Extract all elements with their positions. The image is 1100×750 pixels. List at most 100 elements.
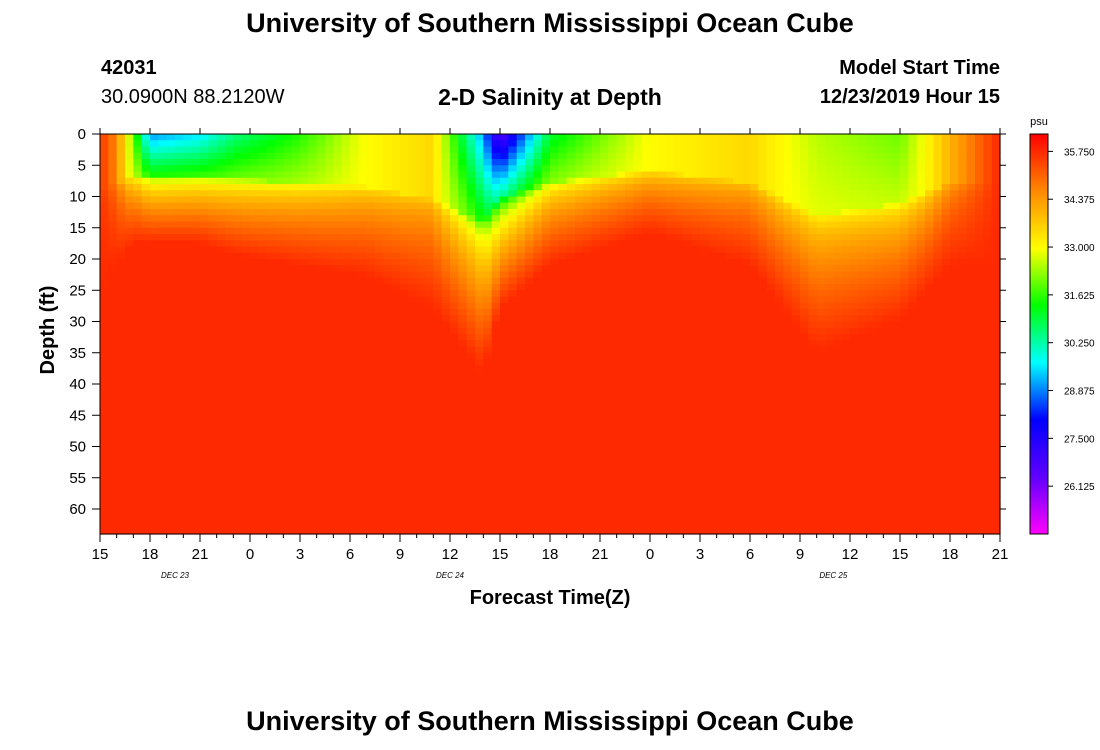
heatmap-cell (566, 234, 576, 241)
heatmap-cell (258, 184, 268, 191)
heatmap-cell (625, 321, 634, 329)
heatmap-cell (383, 490, 393, 498)
heatmap-cell (275, 346, 284, 354)
heatmap-cell (350, 515, 359, 523)
heatmap-cell (333, 134, 343, 141)
heatmap-cell (466, 334, 476, 341)
heatmap-cell (208, 221, 218, 229)
heatmap-cell (741, 440, 751, 448)
heatmap-cell (491, 327, 501, 335)
heatmap-cell (308, 465, 318, 473)
heatmap-cell (683, 165, 693, 173)
heatmap-cell (325, 321, 334, 329)
heatmap-cell (316, 152, 326, 160)
heatmap-cell (725, 384, 734, 391)
heatmap-cell (216, 521, 226, 529)
heatmap-cell (616, 259, 626, 266)
heatmap-cell (716, 440, 726, 448)
heatmap-cell (166, 252, 176, 260)
heatmap-cell (316, 340, 326, 348)
heatmap-cell (166, 202, 176, 210)
heatmap-cell (700, 352, 709, 360)
heatmap-cell (650, 377, 659, 385)
heatmap-cell (725, 140, 734, 148)
heatmap-cell (266, 240, 276, 248)
heatmap-cell (566, 502, 576, 510)
heatmap-cell (608, 509, 618, 516)
heatmap-cell (583, 527, 593, 535)
heatmap-cell (150, 140, 159, 148)
heatmap-cell (550, 277, 559, 285)
heatmap-cell (650, 252, 659, 260)
heatmap-cell (125, 440, 134, 448)
heatmap-cell (716, 434, 726, 441)
heatmap-cell (716, 271, 726, 279)
heatmap-cell (550, 321, 559, 329)
heatmap-cell (141, 377, 151, 385)
heatmap-cell (625, 527, 634, 535)
heatmap-cell (466, 277, 476, 285)
heatmap-cell (125, 490, 134, 498)
heatmap-cell (558, 340, 568, 348)
heatmap-cell (291, 465, 301, 473)
heatmap-cell (733, 409, 743, 416)
heatmap-cell (308, 346, 318, 354)
heatmap-cell (425, 359, 434, 366)
heatmap-cell (166, 346, 176, 354)
heatmap-cell (725, 184, 734, 191)
heatmap-cell (700, 527, 709, 535)
heatmap-cell (308, 446, 318, 454)
heatmap-cell (483, 377, 493, 385)
heatmap-cell (716, 490, 726, 498)
heatmap-cell (558, 321, 568, 329)
heatmap-cell (483, 521, 493, 529)
heatmap-cell (408, 359, 418, 366)
heatmap-cell (141, 134, 151, 141)
heatmap-cell (383, 259, 393, 266)
heatmap-cell (416, 302, 426, 310)
heatmap-cell (566, 484, 576, 491)
heatmap-cell (575, 496, 584, 504)
heatmap-cell (316, 496, 326, 504)
heatmap-cell (108, 284, 118, 291)
heatmap-cell (633, 352, 643, 360)
heatmap-cell (400, 427, 409, 435)
heatmap-cell (691, 290, 701, 298)
heatmap-cell (625, 440, 634, 448)
heatmap-cell (283, 334, 293, 341)
heatmap-cell (716, 334, 726, 341)
heatmap-cell (666, 484, 676, 491)
heatmap-cell (216, 290, 226, 298)
heatmap-cell (725, 440, 734, 448)
heatmap-cell (733, 152, 743, 160)
heatmap-cell (375, 452, 384, 460)
heatmap-cell (250, 184, 259, 191)
heatmap-cell (458, 315, 468, 323)
heatmap-cell (450, 159, 459, 166)
heatmap-cell (566, 390, 576, 398)
heatmap-cell (741, 446, 751, 454)
heatmap-cell (258, 259, 268, 266)
heatmap-cell (583, 521, 593, 529)
heatmap-cell (641, 190, 651, 198)
heatmap-cell (725, 365, 734, 373)
heatmap-cell (458, 215, 468, 223)
heatmap-cell (250, 465, 259, 473)
heatmap-cell (166, 396, 176, 404)
heatmap-cell (341, 277, 351, 285)
heatmap-cell (583, 315, 593, 323)
heatmap-cell (458, 521, 468, 529)
heatmap-cell (591, 440, 601, 448)
heatmap-cell (408, 421, 418, 429)
heatmap-cell (608, 227, 618, 235)
heatmap-cell (566, 296, 576, 304)
heatmap-cell (216, 527, 226, 535)
heatmap-cell (275, 240, 284, 248)
heatmap-cell (358, 415, 368, 423)
heatmap-cell (616, 346, 626, 354)
heatmap-cell (683, 146, 693, 154)
heatmap-cell (683, 509, 693, 516)
heatmap-cell (708, 252, 718, 260)
heatmap-cell (475, 402, 484, 410)
heatmap-cell (366, 490, 376, 498)
